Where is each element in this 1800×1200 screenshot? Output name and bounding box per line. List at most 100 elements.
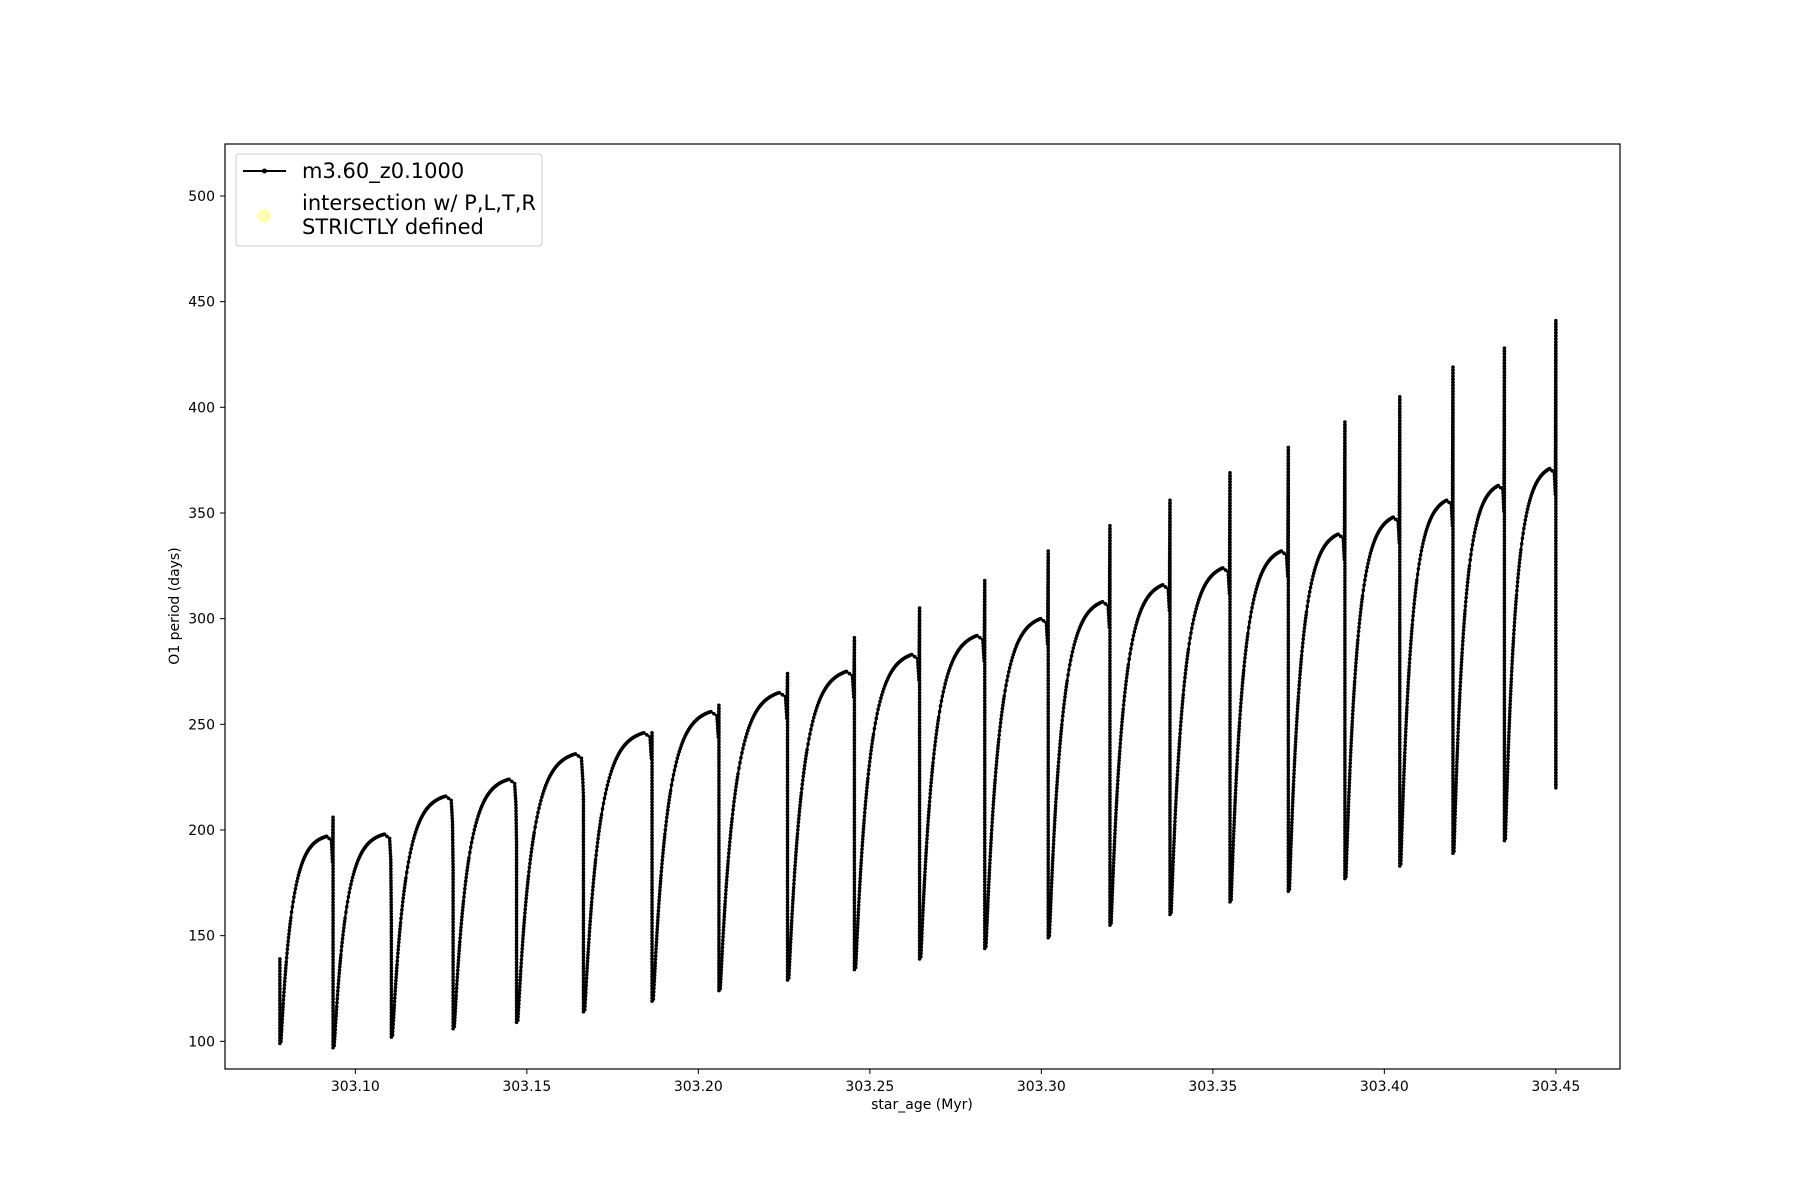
data-point	[513, 790, 517, 795]
data-point	[537, 806, 541, 811]
data-point	[1112, 851, 1116, 856]
data-point	[1343, 483, 1347, 487]
data-point	[1168, 534, 1172, 539]
data-point	[1451, 722, 1455, 727]
data-point	[1229, 885, 1234, 889]
data-point	[1108, 695, 1112, 699]
data-point	[1108, 544, 1112, 549]
data-point	[1046, 697, 1051, 701]
data-point	[1306, 599, 1310, 603]
data-point	[1397, 662, 1402, 667]
data-point	[1286, 593, 1291, 598]
data-point	[455, 975, 460, 980]
data-point	[790, 908, 795, 913]
data-point	[1237, 720, 1242, 725]
data-point	[929, 777, 934, 781]
data-point	[788, 957, 792, 961]
data-point	[852, 798, 857, 803]
data-point	[1229, 894, 1234, 899]
data-point	[514, 818, 518, 822]
data-point	[1181, 696, 1185, 700]
data-point	[920, 921, 925, 925]
data-point	[454, 1000, 458, 1004]
data-point	[712, 711, 716, 716]
data-point	[1228, 687, 1232, 691]
data-point	[1305, 604, 1310, 609]
data-point	[1451, 602, 1455, 606]
data-point	[1119, 730, 1123, 735]
data-point	[785, 870, 790, 874]
data-point	[1451, 782, 1455, 787]
data-point	[589, 900, 594, 904]
data-point	[982, 605, 987, 610]
data-point	[1360, 594, 1365, 598]
data-point	[1064, 685, 1069, 689]
data-point	[1295, 710, 1300, 714]
data-point	[1452, 826, 1457, 830]
data-point	[464, 875, 468, 880]
data-point	[982, 886, 987, 890]
data-point	[389, 990, 394, 994]
data-point	[1400, 825, 1404, 830]
data-point	[917, 730, 922, 734]
data-point	[742, 742, 746, 747]
data-point	[389, 860, 393, 865]
data-point	[1046, 642, 1051, 647]
data-point	[285, 951, 289, 956]
data-point	[1286, 515, 1291, 519]
data-point	[1397, 416, 1402, 420]
data-point	[514, 948, 519, 952]
data-point	[1451, 491, 1455, 495]
data-point	[1168, 636, 1172, 641]
data-point	[1134, 623, 1138, 627]
data-point	[717, 910, 721, 915]
data-point	[1108, 797, 1112, 801]
data-point	[1005, 678, 1009, 683]
data-point	[982, 895, 987, 899]
data-point	[982, 838, 987, 842]
data-point	[1175, 782, 1179, 787]
data-point	[653, 960, 658, 965]
data-point	[520, 946, 525, 951]
data-point	[1228, 804, 1232, 808]
data-point	[650, 939, 654, 943]
data-point	[397, 933, 402, 938]
data-point	[453, 1009, 458, 1014]
data-point	[1298, 669, 1303, 674]
data-point	[1363, 573, 1368, 578]
data-point	[1397, 746, 1402, 751]
data-point	[857, 896, 861, 901]
data-point	[1108, 806, 1112, 810]
data-point	[581, 818, 586, 823]
data-point	[724, 885, 728, 889]
data-point	[525, 889, 529, 894]
data-point	[814, 706, 819, 710]
data-point	[1286, 466, 1291, 471]
data-point	[1397, 809, 1402, 814]
data-point	[541, 789, 546, 793]
data-point	[982, 729, 987, 734]
data-point	[1228, 765, 1232, 769]
data-point	[1108, 821, 1112, 825]
data-point	[1343, 561, 1347, 566]
data-point	[279, 1030, 284, 1035]
data-point	[852, 910, 857, 914]
data-point	[451, 935, 455, 939]
data-point	[278, 978, 282, 982]
data-point	[982, 810, 987, 815]
data-point	[451, 850, 455, 854]
data-point	[587, 929, 592, 934]
data-point	[1286, 557, 1291, 561]
data-point	[517, 991, 522, 996]
data-point	[1346, 803, 1351, 808]
data-point	[1108, 704, 1112, 708]
data-point	[394, 978, 398, 983]
data-point	[1173, 816, 1177, 820]
data-point	[1343, 477, 1347, 481]
data-point	[1168, 867, 1172, 872]
data-point	[1406, 687, 1410, 691]
data-point	[1228, 768, 1232, 772]
data-point	[514, 809, 518, 813]
data-point	[926, 819, 930, 824]
data-point	[788, 940, 793, 945]
